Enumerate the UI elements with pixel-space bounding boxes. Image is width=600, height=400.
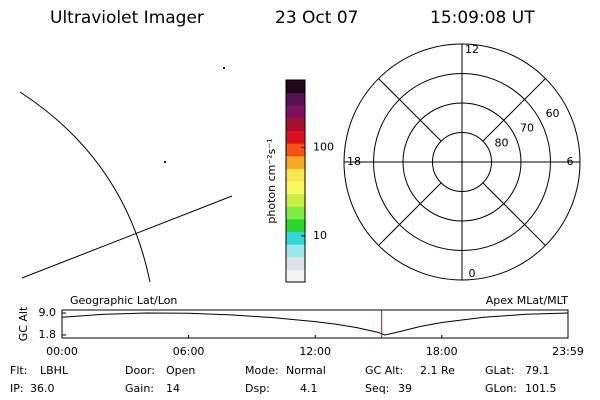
info-label: Door: [125,364,155,377]
info-value: 4.1 [300,382,318,395]
alt-xtick-label: 06:00 [173,345,205,358]
info-label: Mode: [245,364,279,377]
lat-label: 60 [546,107,560,120]
meridian [21,195,233,279]
color-step [286,130,305,144]
color-step [286,80,305,94]
info-label: GLon: [485,382,517,395]
coastline [19,91,151,283]
polar-diagonal [482,78,546,142]
info-value: 39 [398,382,412,395]
info-label: IP: [10,382,24,395]
instrument: Ultraviolet Imager [50,8,204,28]
info-value: Normal [286,364,326,377]
polar-label: Apex MLat/MLT [486,294,569,307]
polar-diagonal [378,182,442,246]
image-label: Geographic Lat/Lon [70,294,177,307]
image-panel [19,66,233,283]
color-step [286,117,305,131]
alt-line [61,312,569,336]
colorbar-tick-label: 10 [313,229,327,242]
info-label: Gain: [125,382,154,395]
alt-xtick-label: 00:00 [46,345,78,358]
lat-label: 70 [520,122,534,135]
info-label: Dsp: [245,382,270,395]
info-value: 79.1 [525,364,550,377]
colorbar-label: photon cm⁻²s⁻¹ [265,138,278,223]
time: 15:09:08 UT [430,8,535,28]
info-value: 36.0 [30,382,55,395]
info-label: Flt: [10,364,27,377]
alt-frame [61,309,569,339]
dot [163,160,167,164]
color-step [286,105,305,119]
info-label: GC Alt: [365,364,403,377]
colorbar-tick-label: 100 [313,140,334,153]
info-value: 101.5 [525,382,557,395]
info-label: Seq: [365,382,389,395]
date: 23 Oct 07 [275,8,358,28]
color-step [286,92,305,106]
colorbar-frame [285,79,306,283]
color-step [286,218,305,232]
color-step [286,231,305,245]
color-step [286,206,305,220]
color-step [286,193,305,207]
polar-diagonal [482,182,546,246]
lat-label: 80 [494,136,508,149]
color-step [286,256,305,270]
info-value: Open [166,364,195,377]
mlt-label: 6 [567,155,574,168]
info-value: 2.1 Re [420,364,455,377]
color-step [286,244,305,258]
mlt-label: 0 [469,267,476,280]
color-step [286,143,305,157]
polar-diagonal [378,78,442,142]
color-step [286,155,305,169]
alt-ytick-label: 9.0 [39,306,57,319]
mlt-label: 18 [347,155,361,168]
alt-xtick-label: 23:59 [552,345,584,358]
color-step [286,181,305,195]
dot [222,66,226,70]
alt-xtick-label: 18:00 [426,345,458,358]
alt-ylabel: GC Alt [17,306,30,341]
alt-xtick-label: 12:00 [299,345,331,358]
info-value: LBHL [40,364,69,377]
info-label: GLat: [485,364,514,377]
info-value: 14 [166,382,180,395]
color-step [286,168,305,182]
alt-ytick-label: 1.8 [39,328,57,341]
color-step [286,269,305,283]
mlt-label: 12 [465,43,479,56]
